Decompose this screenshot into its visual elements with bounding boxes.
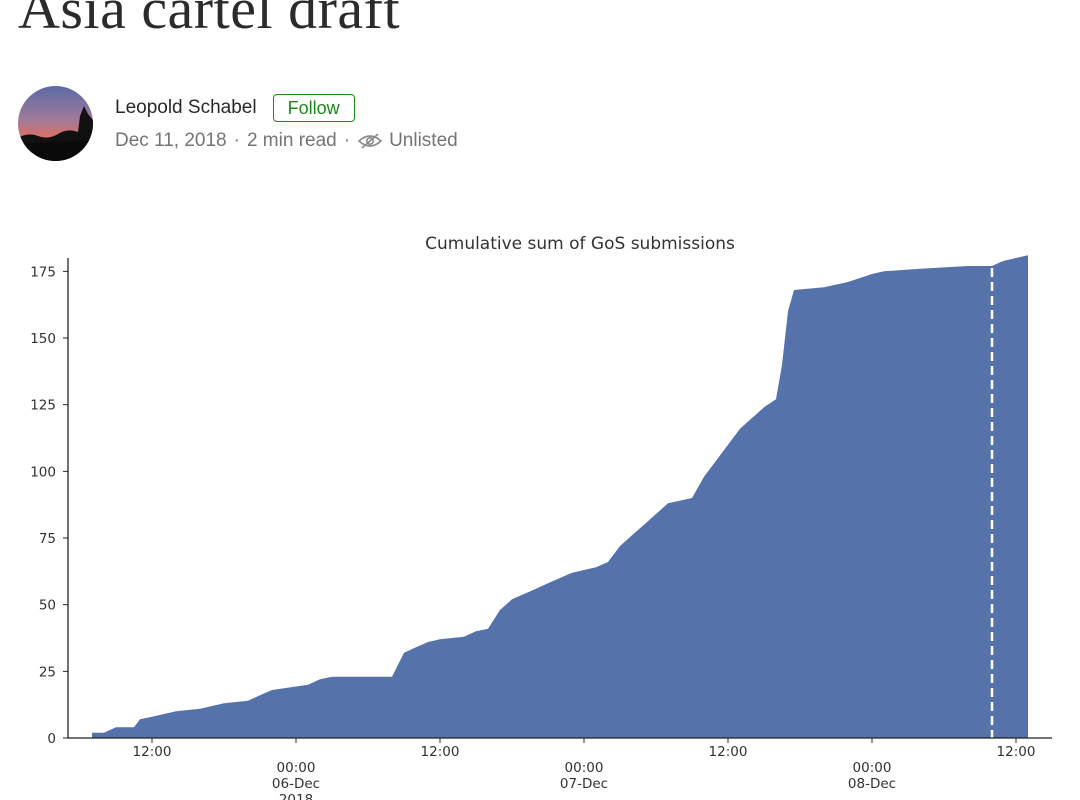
visibility-status: Unlisted	[389, 130, 458, 151]
y-tick-label: 50	[39, 598, 56, 614]
author-name[interactable]: Leopold Schabel	[115, 97, 257, 118]
x-tick-label: 12:00	[133, 744, 172, 760]
read-time: 2 min read	[246, 130, 337, 151]
y-tick-label: 175	[30, 264, 56, 280]
data-area	[92, 255, 1028, 739]
x-tick-label: 07-Dec	[560, 776, 608, 792]
y-tick-label: 150	[30, 331, 56, 347]
x-tick-label: 06-Dec	[272, 776, 320, 792]
x-tick-label: 12:00	[709, 744, 748, 760]
article-title: Asia cartel draft	[18, 0, 401, 41]
y-tick-label: 100	[30, 464, 56, 480]
x-tick-label: 2018	[279, 792, 313, 800]
publish-date: Dec 11, 2018	[115, 130, 227, 151]
follow-button[interactable]: Follow	[272, 94, 355, 122]
y-tick-label: 0	[47, 731, 56, 747]
chart-container: Cumulative sum of GoS submissions 0 25 50 75…	[0, 220, 1080, 800]
x-tick-label: 12:00	[421, 744, 460, 760]
x-tick-label: 12:00	[997, 744, 1036, 760]
sunset-photo-avatar-icon	[18, 86, 93, 161]
x-tick-label: 08-Dec	[848, 776, 896, 792]
chart-title: Cumulative sum of GoS submissions	[425, 234, 735, 254]
x-tick-label: 00:00	[277, 760, 316, 776]
article-meta: Dec 11, 2018 · 2 min read · Unlisted	[115, 130, 458, 152]
meta-separator: ·	[343, 130, 351, 151]
y-tick-label: 125	[30, 398, 56, 414]
x-tick-label: 00:00	[853, 760, 892, 776]
y-tick-label: 25	[39, 664, 56, 680]
author-avatar[interactable]	[18, 86, 93, 161]
meta-separator: ·	[233, 130, 240, 151]
cumulative-chart: Cumulative sum of GoS submissions 0 25 50 75…	[30, 234, 1052, 800]
author-row: Leopold Schabel Follow	[115, 94, 355, 122]
eye-slash-icon	[357, 133, 383, 149]
x-tick-label: 00:00	[565, 760, 604, 776]
y-tick-label: 75	[39, 531, 56, 547]
